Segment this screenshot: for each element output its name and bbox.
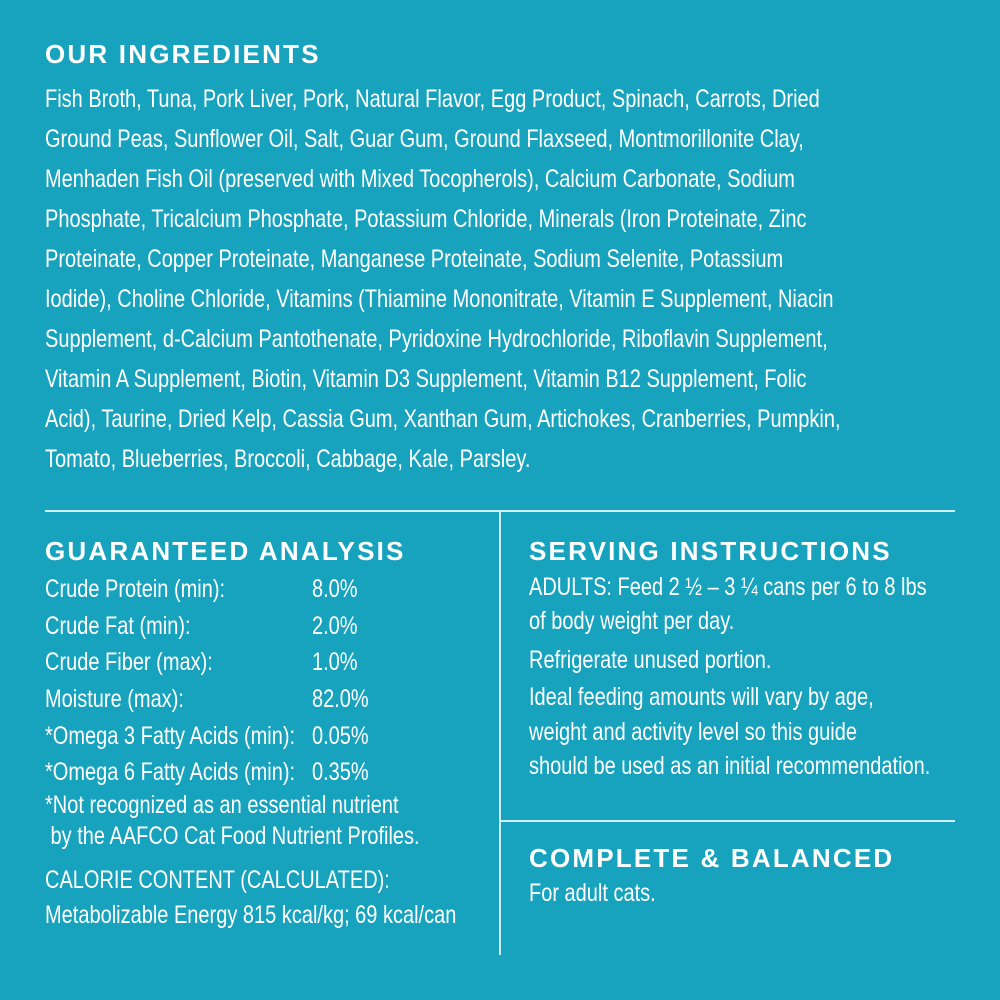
analysis-label: Crude Protein (min): [45,575,226,603]
ingredients-line: Supplement, d-Calcium Pantothenate, Pyri… [45,325,828,353]
analysis-label: *Omega 3 Fatty Acids (min): [45,722,296,750]
ingredients-line: Fish Broth, Tuna, Pork Liver, Pork, Natu… [45,85,820,113]
calorie-heading: CALORIE CONTENT (CALCULATED): [45,866,390,894]
analysis-value: 8.0% [312,575,358,603]
analysis-heading: GUARANTEED ANALYSIS [45,536,406,566]
analysis-value: 0.35% [312,758,369,786]
ingredients-line: Acid), Taurine, Dried Kelp, Cassia Gum, … [45,405,841,433]
ingredients-line: Iodide), Choline Chloride, Vitamins (Thi… [45,285,834,313]
serving-heading: SERVING INSTRUCTIONS [529,536,892,566]
calorie-value: Metabolizable Energy 815 kcal/kg; 69 kca… [45,901,457,929]
ingredients-line: Ground Peas, Sunflower Oil, Salt, Guar G… [45,125,804,153]
analysis-label: Crude Fiber (max): [45,648,213,676]
analysis-value: 82.0% [312,685,369,713]
analysis-value: 0.05% [312,722,369,750]
analysis-label: Crude Fat (min): [45,612,191,640]
analysis-value: 1.0% [312,648,358,676]
ingredients-line: Phosphate, Tricalcium Phosphate, Potassi… [45,205,807,233]
analysis-value: 2.0% [312,612,358,640]
ingredients-heading: OUR INGREDIENTS [45,39,321,69]
ingredients-line: Proteinate, Copper Proteinate, Manganese… [45,245,784,273]
serving-line: should be used as an initial recommendat… [529,752,931,780]
complete-heading: COMPLETE & BALANCED [529,843,895,873]
serving-line: Refrigerate unused portion. [529,646,772,674]
ingredients-line: Menhaden Fish Oil (preserved with Mixed … [45,165,795,193]
right-divider [500,820,955,822]
ingredients-line: Tomato, Blueberries, Broccoli, Cabbage, … [45,445,531,473]
ingredients-line: Vitamin A Supplement, Biotin, Vitamin D3… [45,365,807,393]
analysis-label: Moisture (max): [45,685,184,713]
serving-line: weight and activity level so this guide [529,718,857,746]
serving-line: of body weight per day. [529,607,735,635]
analysis-footnote: by the AAFCO Cat Food Nutrient Profiles. [45,822,420,850]
analysis-label: *Omega 6 Fatty Acids (min): [45,758,296,786]
analysis-footnote: *Not recognized as an essential nutrient [45,791,399,819]
vertical-divider [499,511,501,955]
serving-line: ADULTS: Feed 2 ½ – 3 ¼ cans per 6 to 8 l… [529,573,927,601]
complete-text: For adult cats. [529,879,656,907]
serving-line: Ideal feeding amounts will vary by age, [529,683,874,711]
